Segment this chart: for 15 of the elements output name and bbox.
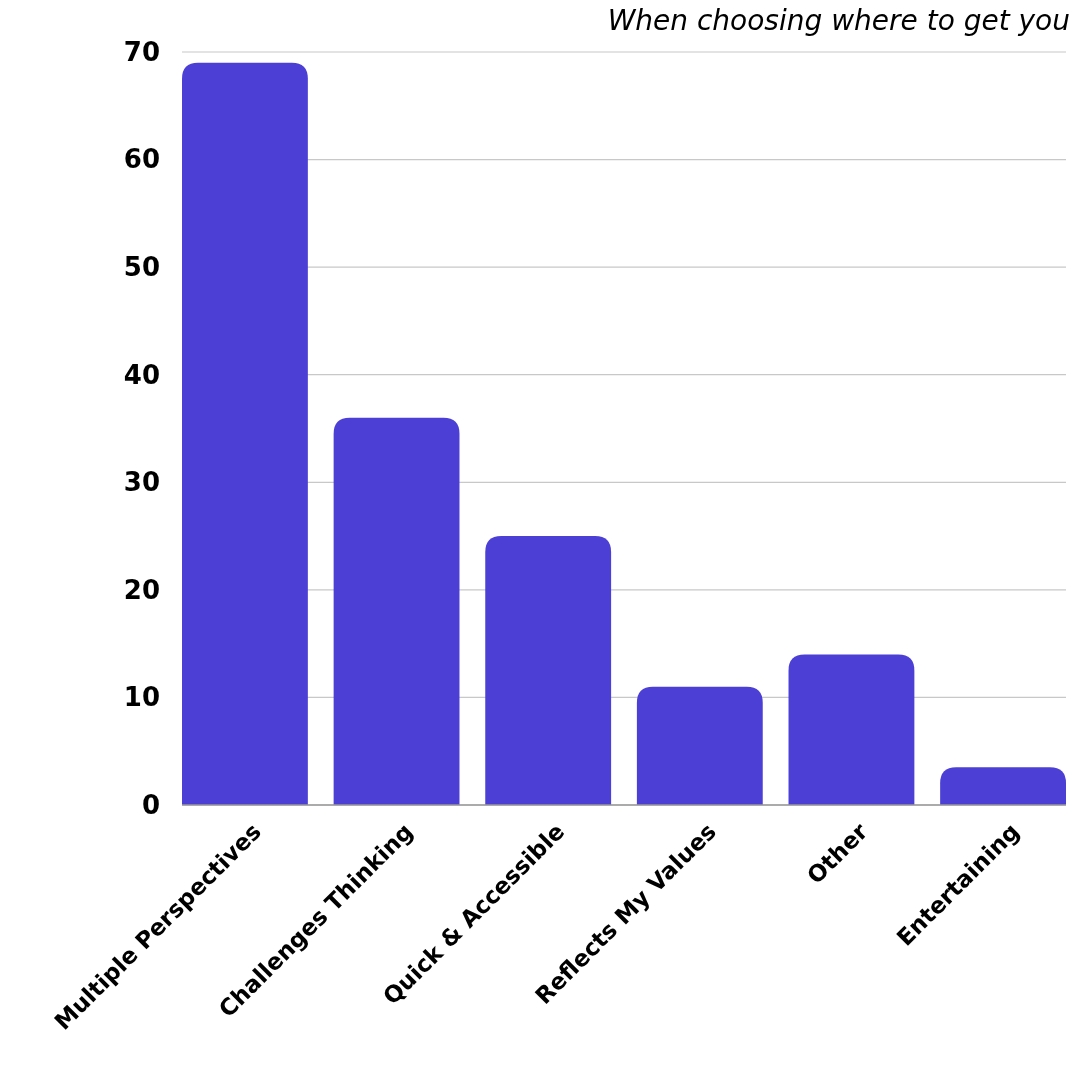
y-tick-label: 10 (123, 682, 160, 713)
y-tick-label: 30 (123, 467, 160, 498)
y-tick-label: 20 (123, 574, 160, 605)
bar (485, 536, 612, 805)
y-tick-label: 60 (123, 144, 160, 175)
bar (182, 62, 308, 805)
y-tick-label: 70 (123, 36, 160, 67)
bar (788, 654, 915, 805)
bar (333, 417, 460, 805)
y-tick-label: 0 (141, 789, 160, 820)
y-tick-label: 40 (123, 359, 160, 390)
chart-title: When choosing where to get you (607, 4, 1070, 37)
y-tick-label: 50 (123, 251, 160, 282)
bar (940, 767, 1066, 805)
bar (636, 686, 763, 805)
